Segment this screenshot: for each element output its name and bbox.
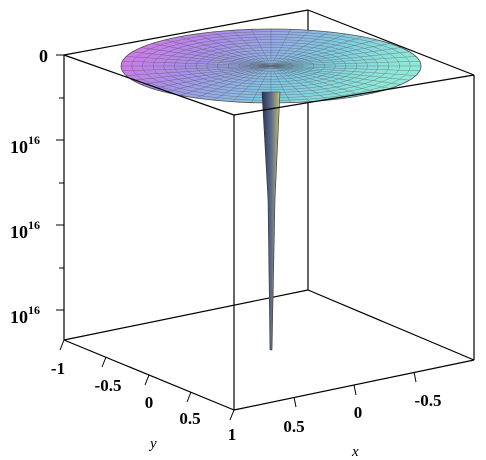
- mesh-spoke: [270, 30, 310, 67]
- mesh-spoke: [179, 36, 272, 67]
- mesh-spoke: [270, 43, 391, 67]
- mesh-spoke: [270, 56, 416, 67]
- mesh-spoke: [232, 30, 272, 67]
- mesh-spoke: [270, 47, 401, 67]
- mesh-spoke: [270, 51, 410, 67]
- surface-disk: [120, 28, 422, 104]
- mesh-spoke: [126, 56, 272, 67]
- x-axis: -0.5 0 0.5 x: [283, 371, 442, 460]
- mesh-spoke: [270, 65, 410, 81]
- y-axis: -1 -0.5 0 0.5 1 y: [51, 339, 237, 452]
- mesh-spoke: [141, 47, 272, 67]
- mesh-spoke: [122, 60, 272, 67]
- mesh-spoke: [270, 36, 363, 67]
- y-tick-label-1: -0.5: [95, 376, 122, 395]
- mesh-spoke: [270, 29, 291, 67]
- mesh-spoke: [270, 65, 416, 76]
- x-tick-label-1: 0: [354, 403, 363, 422]
- x-axis-label: x: [351, 444, 359, 460]
- mesh-spoke: [270, 65, 420, 72]
- mesh-spoke: [251, 29, 272, 67]
- mesh-spoke: [270, 65, 391, 89]
- mesh-spoke: [164, 65, 272, 93]
- x-tick-label-2: 0.5: [283, 417, 304, 436]
- mesh-spoke: [270, 65, 378, 93]
- y-axis-label: y: [148, 436, 157, 452]
- mesh-spoke: [164, 39, 272, 67]
- mesh-spoke: [270, 65, 401, 85]
- z-tick-label-3: 1016: [10, 303, 40, 327]
- y-tick-label-4: 1: [228, 425, 237, 444]
- mesh-spoke: [195, 33, 272, 67]
- mesh-spoke: [270, 33, 347, 67]
- mesh-spoke: [179, 65, 272, 96]
- mesh-spoke: [122, 65, 272, 72]
- mesh-spoke: [151, 65, 272, 89]
- mesh-spoke: [270, 39, 378, 67]
- surface-spike: [261, 91, 281, 351]
- mesh-spoke: [132, 51, 272, 67]
- mesh-spoke: [132, 65, 272, 81]
- z-tick-label-2: 1016: [10, 218, 40, 242]
- mesh-spoke: [270, 65, 329, 101]
- z-tick-label-1: 1016: [10, 133, 40, 157]
- mesh-spoke: [213, 65, 272, 101]
- mesh-spoke: [251, 65, 272, 103]
- mesh-spoke: [141, 65, 272, 85]
- mesh-spoke: [270, 65, 363, 96]
- z-tick-label-0: 0: [39, 46, 48, 66]
- mesh-spoke: [151, 43, 272, 67]
- y-tick-label-3: 0.5: [179, 409, 200, 428]
- mesh-spoke: [270, 65, 347, 99]
- x-tick-label-0: -0.5: [415, 391, 442, 410]
- mesh-spoke: [270, 60, 420, 67]
- mesh-spoke: [270, 65, 310, 102]
- y-tick-label-0: -1: [51, 359, 65, 378]
- mesh-spoke: [270, 31, 329, 67]
- z-axis: 0 1016 1016 1016: [10, 46, 64, 327]
- mesh-spoke: [232, 65, 272, 102]
- mesh-spoke: [213, 31, 272, 67]
- mesh-spoke: [126, 65, 272, 76]
- y-tick-label-2: 0: [145, 393, 154, 412]
- mesh-spoke: [195, 65, 272, 99]
- mesh-spoke: [270, 65, 291, 103]
